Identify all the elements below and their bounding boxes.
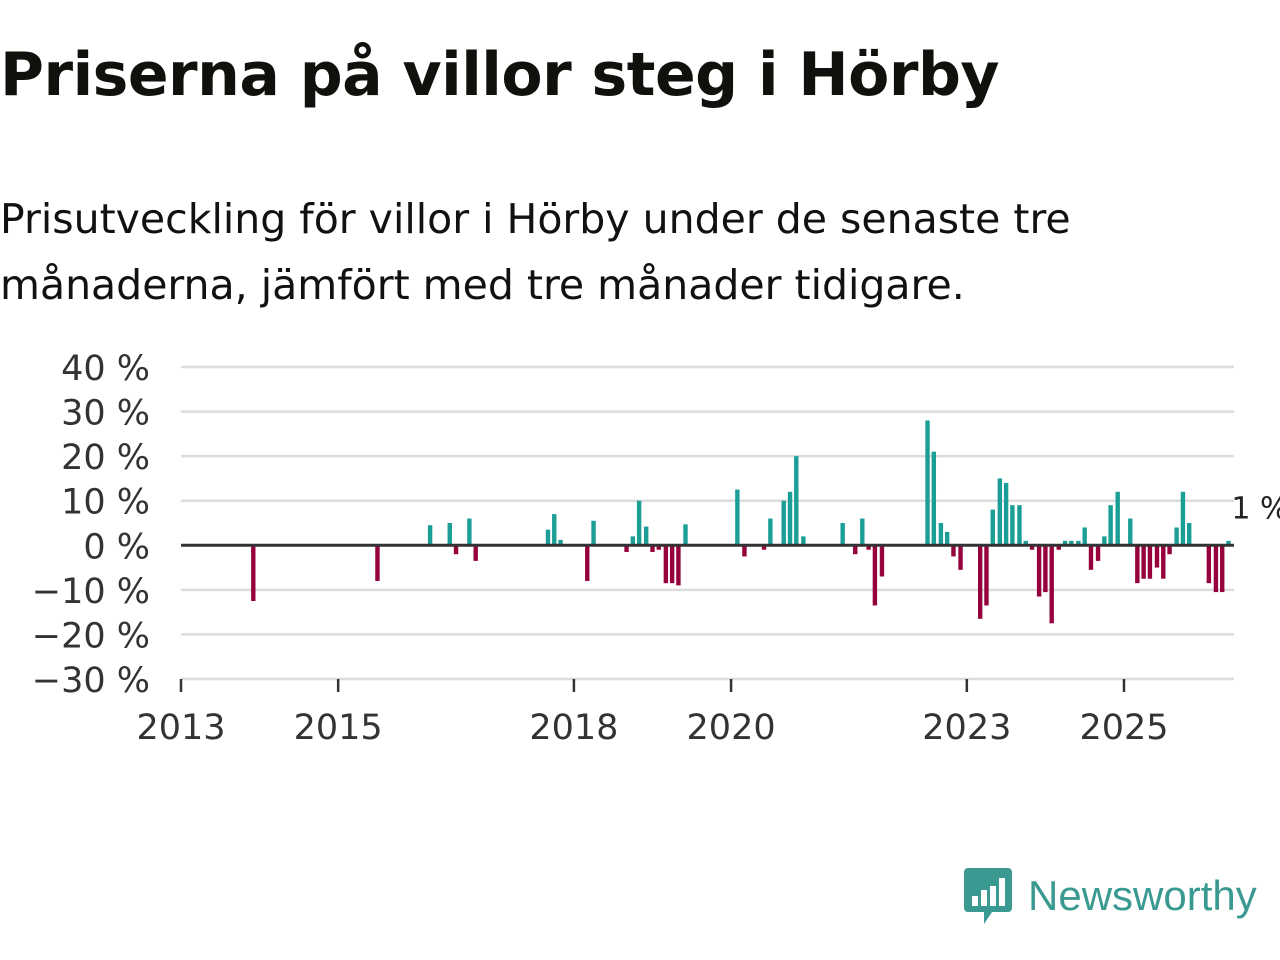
y-tick-label: −10 % (32, 572, 150, 612)
bar (860, 518, 865, 546)
bar (663, 545, 669, 584)
bar (840, 523, 845, 546)
bar (872, 545, 878, 606)
bar (447, 523, 452, 546)
bar (1036, 545, 1042, 597)
bar (1023, 540, 1028, 546)
y-tick-label: 30 % (61, 394, 150, 434)
bar (591, 520, 596, 546)
bar (624, 545, 629, 552)
last-value-label: 1 % (1231, 492, 1280, 527)
bar (585, 545, 590, 581)
bar (925, 420, 930, 546)
bar (1102, 536, 1107, 546)
bar (1029, 545, 1035, 550)
bar (650, 545, 655, 552)
x-tick-label: 2023 (922, 708, 1011, 748)
bar (1220, 545, 1225, 593)
bar (801, 536, 806, 546)
bar (944, 531, 950, 546)
y-tick-label: 10 % (61, 483, 150, 523)
bar (1180, 491, 1186, 546)
bar-chart: 40 % 30 %20 % 10 %0 % −10 %−20 % −30 % 2013 20… (32, 349, 1280, 748)
bar (1141, 545, 1146, 579)
bar (781, 500, 786, 546)
bar (545, 529, 551, 546)
bar (1167, 545, 1172, 555)
bar (552, 514, 557, 546)
bar (931, 451, 937, 546)
bar (1206, 545, 1212, 584)
bar (1095, 545, 1101, 561)
bar (853, 545, 858, 555)
bar (1161, 545, 1166, 579)
x-tick-label: 2013 (136, 708, 225, 748)
bar (990, 509, 995, 546)
bar (427, 525, 433, 546)
bar (636, 500, 642, 546)
bar (630, 536, 636, 546)
bar (1010, 505, 1015, 546)
bar (1187, 523, 1192, 546)
bar (787, 491, 793, 546)
bar (1017, 505, 1022, 546)
bar (735, 489, 740, 546)
bar (644, 526, 649, 546)
bar (558, 539, 563, 546)
bar (1062, 540, 1068, 546)
bar (1147, 545, 1153, 579)
bar (938, 523, 944, 546)
bar (1082, 527, 1087, 546)
bar (1069, 540, 1074, 546)
newsworthy-logo-icon (964, 868, 1012, 924)
bar (1226, 540, 1231, 546)
y-tick-label: 40 % (61, 349, 150, 389)
bar (768, 518, 773, 546)
brand-name: Newsworthy (1028, 872, 1257, 919)
bar (656, 545, 661, 550)
bar (676, 545, 681, 586)
bar (1076, 540, 1081, 546)
bar (977, 545, 983, 619)
bar (683, 524, 688, 546)
bar (997, 478, 1003, 546)
bar (1049, 545, 1054, 624)
bar (1174, 527, 1179, 546)
bar (984, 545, 989, 606)
bar (473, 545, 478, 561)
bar (761, 545, 767, 550)
bar (1043, 545, 1048, 593)
bar (669, 545, 675, 584)
bar (251, 545, 256, 601)
bar (742, 545, 747, 557)
bar (1088, 545, 1094, 570)
x-tick-label: 2018 (529, 708, 618, 748)
y-tick-label: 20 % (61, 438, 150, 478)
x-tick-label: 2020 (687, 708, 776, 748)
x-tick-label: 2015 (294, 708, 383, 748)
bar (375, 545, 380, 581)
bar (958, 545, 963, 570)
x-tick-label: 2025 (1079, 708, 1168, 748)
bar (453, 545, 459, 555)
bar (1115, 491, 1120, 546)
bar (1003, 482, 1009, 546)
bar (467, 518, 472, 546)
bar (1135, 545, 1140, 584)
chart-subtitle: Prisutveckling för villor i Hörby under … (0, 195, 1071, 309)
brand: Newsworthy (962, 864, 1257, 928)
y-tick-label: −30 % (32, 661, 150, 701)
y-tick-label: −20 % (32, 616, 150, 656)
bar (866, 545, 871, 550)
bar (1154, 545, 1160, 568)
bar (951, 545, 956, 557)
y-tick-label: 0 % (83, 527, 150, 567)
chart-title: Priserna på villor steg i Hörby (0, 40, 1000, 110)
bar (1213, 545, 1219, 593)
bar (1056, 545, 1061, 550)
bar (1108, 505, 1113, 546)
bar (879, 545, 885, 577)
bar (794, 456, 799, 546)
bar (1128, 518, 1133, 546)
